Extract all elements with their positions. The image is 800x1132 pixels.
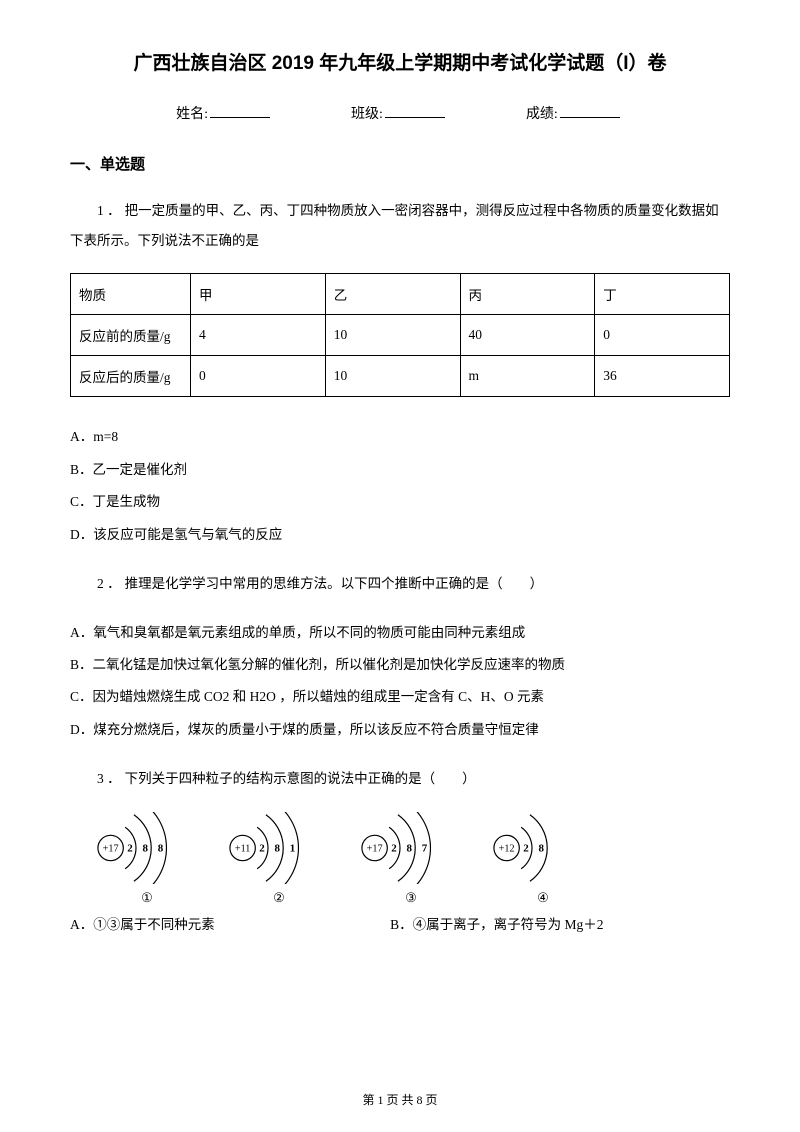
cell: 36 [595, 356, 730, 397]
row1-label: 反应前的质量/g [71, 315, 191, 356]
table-row: 反应后的质量/g 0 10 m 36 [71, 356, 730, 397]
q2-opt-b: B．二氧化锰是加快过氧化氢分解的催化剂，所以催化剂是加快化学反应速率的物质 [70, 649, 730, 681]
student-info-row: 姓名: 班级: 成绩: [70, 103, 730, 123]
cell: 10 [325, 315, 460, 356]
cell: 10 [325, 356, 460, 397]
atom-diagram-2: +11 281 ② [224, 812, 334, 906]
q3-text: 下列关于四种粒子的结构示意图的说法中正确的是（ ） [125, 771, 476, 786]
q1-table: 物质 甲 乙 丙 丁 反应前的质量/g 4 10 40 0 反应后的质量/g 0… [70, 273, 730, 397]
q1-opt-c: C．丁是生成物 [70, 486, 730, 518]
score-label: 成绩: [526, 107, 558, 122]
atom-diagram-4: +12 28 ④ [488, 812, 598, 906]
th-bing: 丙 [460, 274, 595, 315]
question-1: 1 ．把一定质量的甲、乙、丙、丁四种物质放入一密闭容器中，测得反应过程中各物质的… [70, 196, 730, 255]
th-substance: 物质 [71, 274, 191, 315]
svg-text:8: 8 [158, 842, 164, 854]
q1-text: 把一定质量的甲、乙、丙、丁四种物质放入一密闭容器中，测得反应过程中各物质的质量变… [70, 203, 719, 248]
page-footer: 第 1 页 共 8 页 [0, 1091, 800, 1108]
th-ding: 丁 [595, 274, 730, 315]
svg-text:+17: +17 [367, 843, 383, 854]
atom-diagram-row: +17288①+11281②+17287③+1228④ [92, 812, 730, 906]
q2-number: 2 ． [97, 576, 121, 591]
q2-options: A．氧气和臭氧都是氧元素组成的单质，所以不同的物质可能由同种元素组成 B．二氧化… [70, 617, 730, 747]
atom-label: ④ [537, 890, 549, 906]
class-blank [385, 104, 445, 118]
row2-label: 反应后的质量/g [71, 356, 191, 397]
atom-diagram-1: +17288① [92, 812, 202, 906]
atom-label: ① [141, 890, 153, 906]
class-label: 班级: [351, 107, 383, 122]
svg-text:1: 1 [290, 842, 296, 854]
q3-opt-a: A．①③属于不同种元素 [70, 910, 387, 940]
svg-text:8: 8 [143, 842, 149, 854]
atom-label: ② [273, 890, 285, 906]
name-label: 姓名: [176, 107, 208, 122]
cell: m [460, 356, 595, 397]
svg-text:+11: +11 [235, 843, 250, 854]
q2-text: 推理是化学学习中常用的思维方法。以下四个推断中正确的是（ ） [125, 576, 544, 591]
svg-text:2: 2 [127, 842, 133, 854]
svg-text:+12: +12 [499, 843, 515, 854]
svg-text:2: 2 [259, 842, 265, 854]
svg-text:2: 2 [523, 842, 529, 854]
svg-text:8: 8 [275, 842, 281, 854]
q1-opt-a: A．m=8 [70, 421, 730, 453]
cell: 40 [460, 315, 595, 356]
page-title: 广西壮族自治区 2019 年九年级上学期期中考试化学试题（I）卷 [70, 48, 730, 75]
q1-opt-d: D．该反应可能是氢气与氧气的反应 [70, 519, 730, 551]
atom-diagram-3: +17 287 ③ [356, 812, 466, 906]
name-blank [210, 104, 270, 118]
svg-text:8: 8 [407, 842, 413, 854]
q1-options: A．m=8 B．乙一定是催化剂 C．丁是生成物 D．该反应可能是氢气与氧气的反应 [70, 421, 730, 551]
cell: 0 [595, 315, 730, 356]
svg-text:2: 2 [391, 842, 397, 854]
th-jia: 甲 [191, 274, 326, 315]
score-blank [560, 104, 620, 118]
q1-opt-b: B．乙一定是催化剂 [70, 454, 730, 486]
q3-number: 3 ． [97, 771, 121, 786]
cell: 0 [191, 356, 326, 397]
svg-text:8: 8 [539, 842, 545, 854]
q2-opt-a: A．氧气和臭氧都是氧元素组成的单质，所以不同的物质可能由同种元素组成 [70, 617, 730, 649]
section-heading: 一、单选题 [70, 153, 730, 174]
q1-number: 1 ． [97, 203, 121, 218]
th-yi: 乙 [325, 274, 460, 315]
svg-text:+17: +17 [103, 843, 119, 854]
table-row: 反应前的质量/g 4 10 40 0 [71, 315, 730, 356]
table-row: 物质 甲 乙 丙 丁 [71, 274, 730, 315]
cell: 4 [191, 315, 326, 356]
question-3: 3 ． 下列关于四种粒子的结构示意图的说法中正确的是（ ） [70, 764, 730, 794]
atom-label: ③ [405, 890, 417, 906]
q3-opt-b: B．④属于离子，离子符号为 Mg＋2 [390, 910, 707, 940]
q3-options: A．①③属于不同种元素 B．④属于离子，离子符号为 Mg＋2 [70, 910, 730, 940]
question-2: 2 ． 推理是化学学习中常用的思维方法。以下四个推断中正确的是（ ） [70, 569, 730, 599]
q2-opt-c: C．因为蜡烛燃烧生成 CO2 和 H2O ，所以蜡烛的组成里一定含有 C、H、O… [70, 681, 730, 713]
svg-text:7: 7 [422, 842, 428, 854]
q2-opt-d: D．煤充分燃烧后，煤灰的质量小于煤的质量，所以该反应不符合质量守恒定律 [70, 714, 730, 746]
